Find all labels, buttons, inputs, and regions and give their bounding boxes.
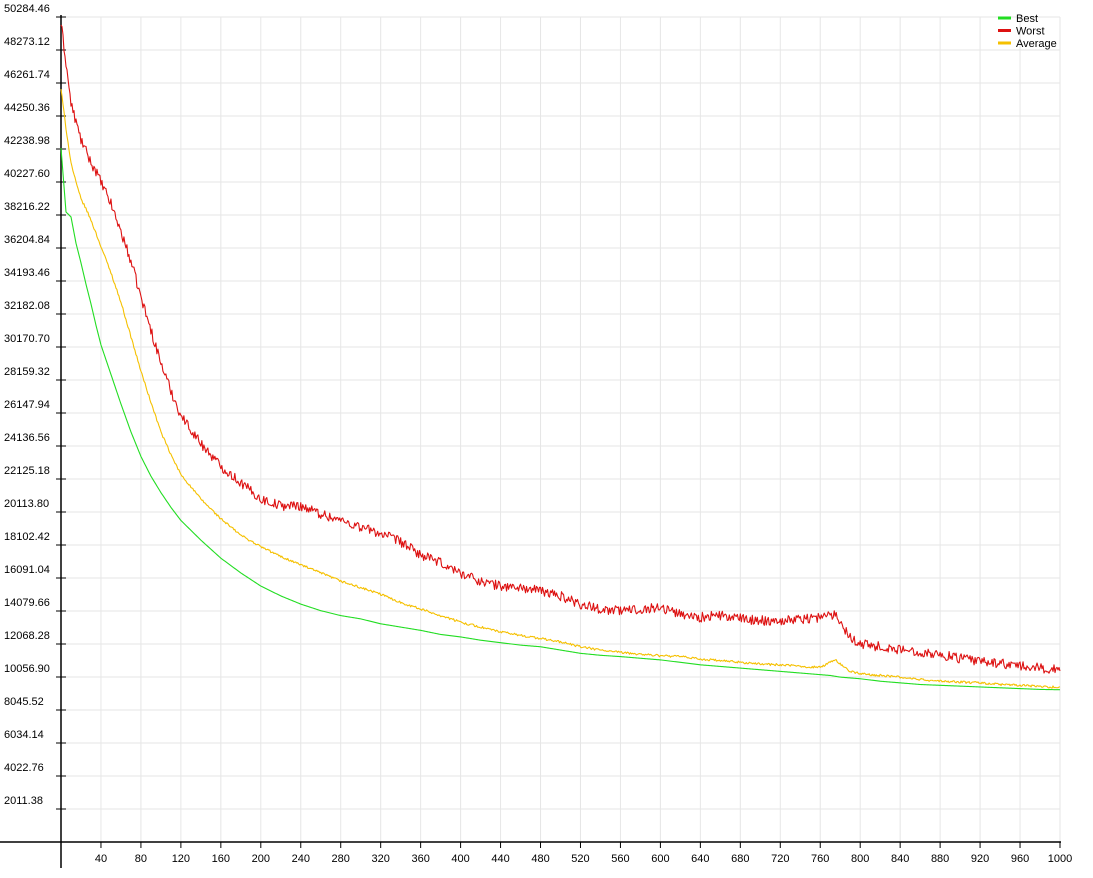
y-axis-ticks: 2011.38 4022.76 6034.14 8045.52 10056.90 1206… <box>4 3 66 810</box>
x-tick-label: 680 <box>731 853 749 865</box>
x-tick-label: 280 <box>332 853 350 865</box>
x-tick-label: 640 <box>691 853 709 865</box>
x-tick-label: 800 <box>851 853 869 865</box>
y-tick-label: 48273.12 <box>4 36 50 48</box>
legend-label-average: Average <box>1016 38 1057 50</box>
series-line-best <box>60 147 1061 691</box>
x-axis-ticks: 40 80 120 160 200 240 280 320 360 400 440 480 520 560… <box>95 842 1072 865</box>
x-tick-label: 40 <box>95 853 107 865</box>
y-tick-label: 32182.08 <box>4 300 50 312</box>
series-line-average <box>60 89 1061 689</box>
y-tick-label: 22125.18 <box>4 465 50 477</box>
y-tick-label: 38216.22 <box>4 201 50 213</box>
legend-label-worst: Worst <box>1016 26 1045 38</box>
y-tick-label: 28159.32 <box>4 366 50 378</box>
y-tick-label: 34193.46 <box>4 267 50 279</box>
x-tick-label: 960 <box>1011 853 1029 865</box>
x-tick-label: 520 <box>571 853 589 865</box>
y-tick-label: 40227.60 <box>4 168 50 180</box>
y-tick-label: 26147.94 <box>4 399 50 411</box>
y-tick-label: 12068.28 <box>4 630 50 642</box>
y-tick-label: 20113.80 <box>4 498 49 510</box>
x-tick-label: 320 <box>372 853 390 865</box>
x-tick-label: 880 <box>931 853 949 865</box>
x-tick-label: 480 <box>531 853 549 865</box>
y-tick-label: 2011.38 <box>4 795 43 807</box>
x-tick-label: 560 <box>611 853 629 865</box>
y-tick-label: 24136.56 <box>4 432 50 444</box>
x-tick-label: 160 <box>212 853 230 865</box>
x-tick-label: 600 <box>651 853 669 865</box>
y-tick-label: 6034.14 <box>4 729 44 741</box>
x-tick-label: 760 <box>811 853 829 865</box>
y-tick-label: 18102.42 <box>4 531 50 543</box>
x-tick-label: 400 <box>451 853 469 865</box>
y-tick-label: 16091.04 <box>4 564 50 576</box>
x-tick-label: 80 <box>135 853 147 865</box>
x-tick-label: 720 <box>771 853 789 865</box>
x-tick-label: 200 <box>252 853 270 865</box>
y-tick-label: 10056.90 <box>4 663 50 675</box>
y-tick-label: 36204.84 <box>4 234 50 246</box>
y-tick-label: 46261.74 <box>4 69 50 81</box>
y-tick-label: 42238.98 <box>4 135 50 147</box>
series-lines <box>60 24 1061 691</box>
y-tick-label: 44250.36 <box>4 102 50 114</box>
x-tick-label: 360 <box>411 853 429 865</box>
y-tick-label: 50284.46 <box>4 3 50 15</box>
x-tick-label: 120 <box>172 853 190 865</box>
x-tick-label: 840 <box>891 853 909 865</box>
series-line-worst <box>60 24 1061 674</box>
y-tick-label: 30170.70 <box>4 333 50 345</box>
x-tick-label: 1000 <box>1048 853 1072 865</box>
y-tick-label: 4022.76 <box>4 762 44 774</box>
y-tick-label: 8045.52 <box>4 696 44 708</box>
x-tick-label: 440 <box>491 853 509 865</box>
y-tick-label: 14079.66 <box>4 597 50 609</box>
x-tick-label: 920 <box>971 853 989 865</box>
axes <box>0 15 1061 868</box>
grid-lines <box>61 16 1061 842</box>
x-tick-label: 240 <box>292 853 310 865</box>
legend-label-best: Best <box>1016 13 1038 25</box>
